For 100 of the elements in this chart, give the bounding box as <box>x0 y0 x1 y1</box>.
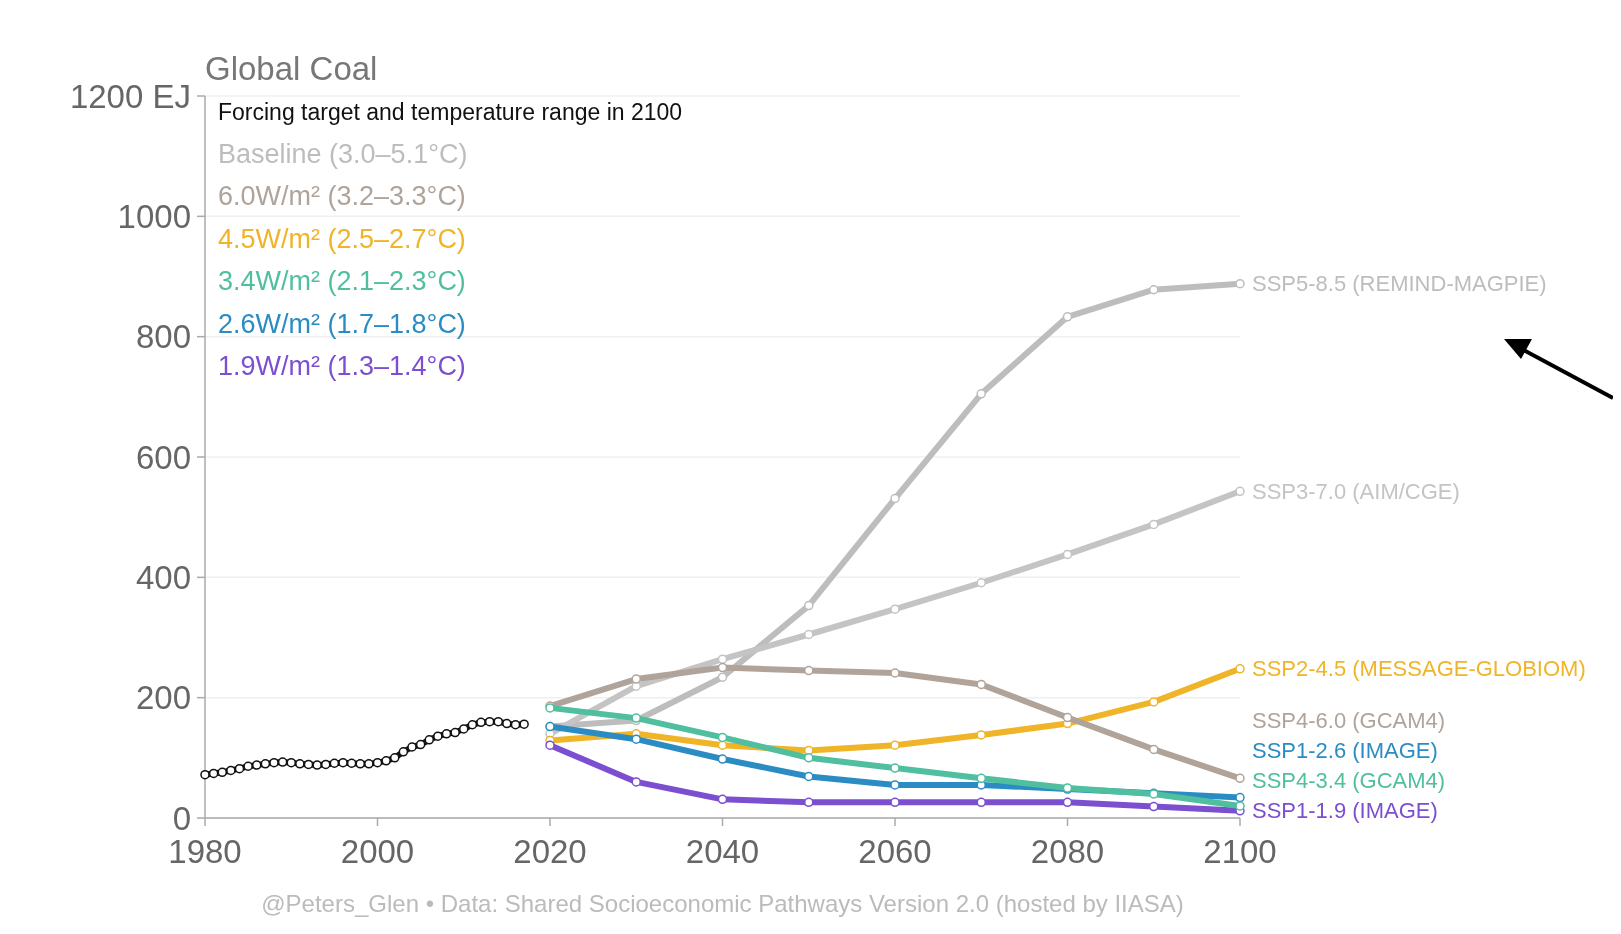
point <box>200 769 210 780</box>
point <box>1149 519 1159 530</box>
point <box>1149 801 1159 812</box>
point <box>338 757 348 768</box>
annotation: 4.5W/m² (2.5–2.7°C) <box>218 223 466 254</box>
point <box>717 654 728 664</box>
point <box>510 719 521 730</box>
point <box>717 662 728 673</box>
point <box>1062 712 1073 723</box>
chart-title: Global Coal <box>205 50 378 87</box>
point <box>804 797 814 808</box>
annotation: 1.9W/m² (1.3–1.4°C) <box>218 351 466 381</box>
point <box>450 727 460 738</box>
annotation: 3.4W/m² (2.1–2.3°C) <box>218 266 466 296</box>
point <box>631 777 641 787</box>
series-label: SSP2-4.5 (MESSAGE-GLOBIOM) <box>1252 656 1586 682</box>
point <box>519 719 529 729</box>
point <box>372 757 383 768</box>
point <box>381 756 391 766</box>
point <box>545 740 555 750</box>
point <box>502 718 512 729</box>
point <box>976 389 986 399</box>
point <box>415 739 426 750</box>
point <box>269 757 279 768</box>
y-tick-label: 800 <box>135 318 191 356</box>
point <box>976 730 986 740</box>
point <box>804 600 814 611</box>
y-tick-label: 600 <box>135 438 191 476</box>
point <box>441 729 452 739</box>
annotation: Baseline (3.0–5.1°C) <box>218 138 468 169</box>
point <box>476 717 486 728</box>
point <box>976 773 986 784</box>
point <box>890 780 900 790</box>
series-label: SSP4-3.4 (GCAM4) <box>1252 768 1446 794</box>
point <box>493 716 503 727</box>
point <box>717 740 728 750</box>
point <box>295 759 305 769</box>
x-tick-label: 2040 <box>685 833 760 870</box>
y-tick-label: 400 <box>135 558 191 596</box>
point <box>433 731 443 741</box>
point <box>355 759 365 769</box>
point <box>1149 697 1159 707</box>
annotation: 6.0W/m² (3.2–3.3°C) <box>218 181 466 211</box>
point <box>252 760 262 770</box>
point <box>976 578 986 588</box>
annotation: 2.6W/m² (1.7–1.8°C) <box>218 308 466 339</box>
x-tick-label: 2080 <box>1030 833 1105 870</box>
point <box>226 765 236 776</box>
point <box>1062 797 1073 808</box>
point <box>208 768 219 779</box>
point <box>217 767 227 778</box>
text: @Peters_Glen • Data: Shared Socioeconomic Pathways Version 2.0 (hosted by IIASA) <box>261 890 1184 917</box>
point <box>804 629 814 640</box>
x-tick-label: 2000 <box>340 833 415 870</box>
point <box>484 716 495 727</box>
y-tick-label: 1000 <box>117 197 191 235</box>
point <box>976 797 986 808</box>
point <box>890 493 900 504</box>
series-label: SSP1-1.9 (IMAGE) <box>1252 798 1438 824</box>
x-tick-label: 2020 <box>513 833 587 870</box>
point <box>631 734 641 744</box>
series-label: SSP3-7.0 (AIM/CGE) <box>1252 479 1460 504</box>
point <box>890 763 900 773</box>
x-tick-label: 2060 <box>858 833 932 870</box>
point <box>631 674 641 684</box>
series-label: SSP4-6.0 (GCAM4) <box>1252 708 1446 734</box>
point <box>234 763 245 774</box>
point <box>1235 792 1245 803</box>
point <box>321 759 331 770</box>
point <box>346 758 357 768</box>
series-label: SSP5-8.5 (REMIND-MAGPIE) <box>1252 271 1547 297</box>
point <box>976 679 986 690</box>
point <box>1235 278 1245 289</box>
point <box>890 797 900 808</box>
y-tick-label: 1200 EJ <box>69 77 191 115</box>
point <box>717 754 728 764</box>
point <box>459 724 469 734</box>
point <box>804 665 814 676</box>
point <box>1062 549 1073 560</box>
point <box>390 753 400 763</box>
point <box>398 747 409 757</box>
y-tick-label: 200 <box>135 679 191 717</box>
point <box>277 757 288 767</box>
point <box>717 794 728 805</box>
point <box>243 761 253 772</box>
point <box>890 668 900 678</box>
point <box>1235 664 1245 674</box>
point <box>717 732 728 743</box>
point <box>717 672 728 682</box>
point <box>1149 284 1159 295</box>
point <box>303 759 314 770</box>
point <box>1235 801 1245 811</box>
point <box>1235 486 1245 497</box>
point <box>1235 773 1245 784</box>
point <box>424 735 434 745</box>
point <box>364 759 374 769</box>
point <box>286 757 296 768</box>
point <box>804 771 814 782</box>
point <box>804 753 814 763</box>
point <box>890 740 900 750</box>
